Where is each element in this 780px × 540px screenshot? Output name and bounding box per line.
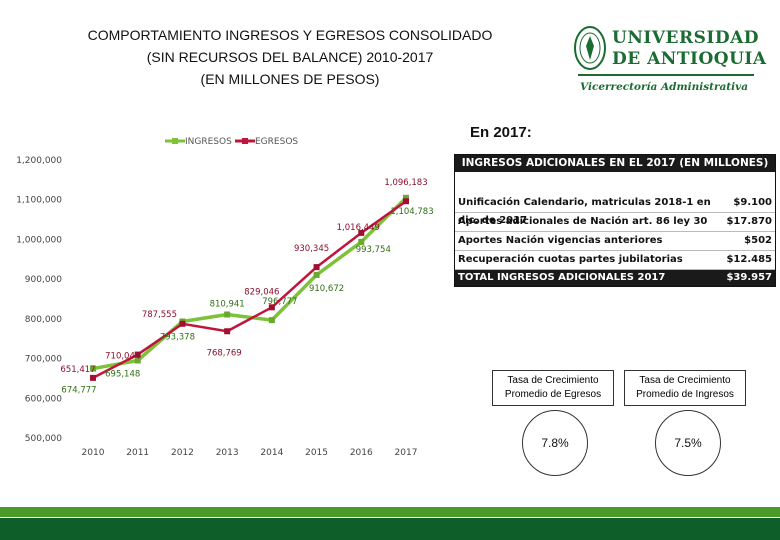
table-total-row: TOTAL INGRESOS ADICIONALES 2017 $39.957 xyxy=(455,270,775,286)
data-label: 810,941 xyxy=(210,300,245,310)
row-label: Unificación Calendario, matriculas 2018-… xyxy=(458,197,711,226)
data-point xyxy=(179,320,186,327)
y-tick-label: 700,000 xyxy=(25,355,62,365)
data-label: 1,104,783 xyxy=(390,207,433,217)
data-point xyxy=(90,374,96,381)
x-tick-label: 2011 xyxy=(126,448,149,458)
logo-subtitle: Vicerrectoría Administrativa xyxy=(580,81,749,93)
x-tick-label: 2017 xyxy=(395,448,418,458)
series-line-ingresos xyxy=(92,196,408,371)
row-value: $9.100 xyxy=(733,197,772,208)
x-tick-label: 2013 xyxy=(216,448,239,458)
page-title: COMPORTAMIENTO INGRESOS Y EGRESOS CONSOL… xyxy=(20,24,560,90)
table-row: Unificación Calendario, matriculas 2018-… xyxy=(455,194,775,226)
table-row: Aportes adicionales de Nación art. 86 le… xyxy=(455,213,775,232)
title-line-2: (SIN RECURSOS DEL BALANCE) 2010-2017 xyxy=(146,49,434,65)
y-tick-label: 600,000 xyxy=(25,394,62,404)
data-label: 829,046 xyxy=(244,287,279,297)
ingresos-growth-value: 7.5% xyxy=(674,436,702,450)
legend-marker xyxy=(172,138,178,144)
egresos-growth-circle: 7.8% xyxy=(522,410,588,476)
y-tick-label: 1,100,000 xyxy=(16,196,62,206)
ingresos-growth-label: Tasa de Crecimiento Promedio de Ingresos xyxy=(636,375,734,400)
row-value: $17.870 xyxy=(726,216,772,227)
data-point xyxy=(268,304,275,311)
data-label: 710,044 xyxy=(105,352,140,362)
university-seal-icon xyxy=(574,26,606,70)
data-label: 796,777 xyxy=(262,297,297,307)
data-point xyxy=(224,328,231,335)
data-label: 930,345 xyxy=(294,244,329,254)
en-2017-label: En 2017: xyxy=(470,124,532,141)
data-point xyxy=(313,264,320,271)
university-logo: UNIVERSIDAD DE ANTIOQUIA Vicerrectoría A… xyxy=(572,24,772,94)
total-value: $39.957 xyxy=(726,272,772,283)
series-line-egresos xyxy=(92,200,407,379)
data-point xyxy=(313,271,320,278)
egresos-growth-label: Tasa de Crecimiento Promedio de Egresos xyxy=(504,375,602,400)
data-label: 768,769 xyxy=(207,348,242,358)
legend-label: INGRESOS xyxy=(185,137,232,147)
egresos-growth-value: 7.8% xyxy=(541,436,569,450)
y-tick-label: 1,000,000 xyxy=(16,235,62,245)
table-header: INGRESOS ADICIONALES EN EL 2017 (EN MILL… xyxy=(455,155,775,172)
x-tick-label: 2015 xyxy=(305,448,328,458)
data-label: 1,016,449 xyxy=(337,223,380,233)
data-point xyxy=(268,317,275,324)
data-label: 910,672 xyxy=(309,284,344,294)
data-point xyxy=(403,194,409,201)
footer-band-dark xyxy=(0,518,780,540)
data-label: 787,555 xyxy=(142,310,177,320)
data-point xyxy=(358,229,365,236)
egresos-growth-label-box: Tasa de Crecimiento Promedio de Egresos xyxy=(492,370,614,406)
x-tick-label: 2014 xyxy=(260,448,283,458)
row-label: Recuperación cuotas partes jubilatorias xyxy=(458,254,683,265)
row-label: Aportes Nación vigencias anteriores xyxy=(458,235,663,246)
data-point xyxy=(90,365,96,372)
row-label: Aportes adicionales de Nación art. 86 le… xyxy=(458,216,708,227)
data-point xyxy=(403,198,409,205)
data-point xyxy=(134,351,141,358)
total-label: TOTAL INGRESOS ADICIONALES 2017 xyxy=(458,272,666,283)
row-value: $12.485 xyxy=(726,254,772,265)
logo-line-1: UNIVERSIDAD xyxy=(612,28,759,48)
x-tick-label: 2016 xyxy=(350,448,373,458)
y-tick-label: 1,200,000 xyxy=(16,156,62,166)
data-label: 695,148 xyxy=(105,369,140,379)
data-label: 1,096,183 xyxy=(384,178,427,188)
title-line-1: COMPORTAMIENTO INGRESOS Y EGRESOS CONSOL… xyxy=(87,27,493,43)
title-line-3: (EN MILLONES DE PESOS) xyxy=(200,71,380,87)
y-tick-label: 500,000 xyxy=(25,434,62,444)
data-point xyxy=(224,311,231,318)
footer-band-light xyxy=(0,507,780,517)
ingresos-growth-label-box: Tasa de Crecimiento Promedio de Ingresos xyxy=(624,370,746,406)
additional-income-table: INGRESOS ADICIONALES EN EL 2017 (EN MILL… xyxy=(454,154,776,287)
table-row: Recuperación cuotas partes jubilatorias … xyxy=(455,251,775,270)
data-label: 793,378 xyxy=(160,332,195,342)
logo-divider xyxy=(578,74,754,76)
data-label: 993,754 xyxy=(356,245,391,255)
row-value: $502 xyxy=(744,235,772,246)
data-point xyxy=(358,238,365,245)
y-tick-label: 900,000 xyxy=(25,275,62,285)
y-tick-label: 800,000 xyxy=(25,315,62,325)
x-tick-label: 2010 xyxy=(82,448,105,458)
legend-label: EGRESOS xyxy=(255,137,298,147)
x-tick-label: 2012 xyxy=(171,448,194,458)
table-row: Aportes Nación vigencias anteriores $502 xyxy=(455,232,775,251)
data-label: 651,417 xyxy=(60,365,95,375)
ingresos-growth-circle: 7.5% xyxy=(655,410,721,476)
logo-line-2: DE ANTIOQUIA xyxy=(612,49,767,69)
data-point xyxy=(134,357,141,364)
legend-marker xyxy=(242,138,248,144)
data-label: 674,777 xyxy=(61,386,96,396)
